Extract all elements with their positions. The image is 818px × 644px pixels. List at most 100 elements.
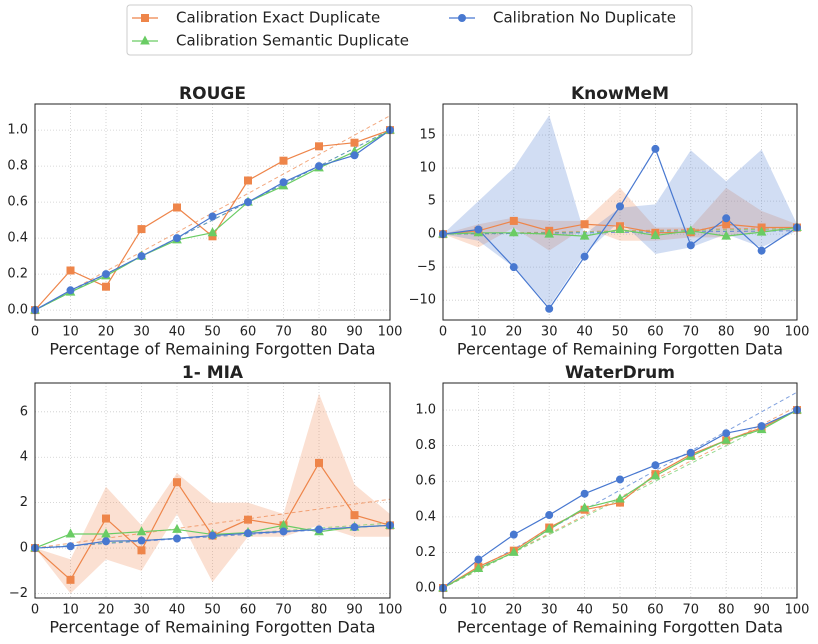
marker	[66, 542, 75, 551]
marker	[544, 523, 555, 533]
y-tick-label: 0	[428, 227, 436, 242]
x-tick-label: 70	[275, 603, 292, 618]
plot-area	[443, 391, 797, 589]
x-tick-label: 30	[541, 325, 558, 340]
marker	[686, 448, 695, 457]
marker	[580, 489, 589, 498]
axes-frame	[34, 103, 391, 321]
legend-label: Calibration No Duplicate	[493, 9, 676, 27]
x-tick-label: 40	[576, 603, 593, 618]
marker	[66, 286, 75, 295]
marker	[315, 525, 323, 534]
marker	[458, 14, 466, 22]
x-tick-label: 30	[133, 603, 150, 618]
y-tick-label: −2	[9, 586, 28, 601]
x-tick-label: 0	[31, 603, 39, 618]
marker	[137, 546, 146, 555]
y-tick-label: 0.8	[415, 438, 436, 453]
x-tick-label: 40	[576, 325, 593, 340]
y-tick-label: 10	[419, 161, 436, 176]
marker	[137, 225, 146, 234]
x-tick-label: 50	[204, 325, 221, 340]
x-tick-label: 20	[98, 325, 115, 340]
marker	[207, 227, 218, 237]
marker	[244, 515, 252, 524]
marker	[509, 216, 518, 225]
marker	[615, 223, 625, 234]
x-tick-label: 80	[311, 603, 328, 618]
marker	[508, 227, 519, 237]
x-tick-label: 20	[506, 603, 523, 618]
legend-label: Calibration Exact Duplicate	[176, 9, 380, 27]
x-tick-label: 100	[378, 603, 403, 618]
x-tick-label: 60	[647, 603, 664, 618]
y-tick-label: 0.0	[7, 303, 28, 318]
x-tick-label: 100	[785, 325, 810, 340]
x-tick-label: 0	[439, 325, 447, 340]
marker	[141, 14, 149, 22]
x-axis-label: Percentage of Remaining Forgotten Data	[49, 618, 375, 637]
x-tick-label: 80	[311, 325, 328, 340]
x-tick-label: 20	[98, 603, 115, 618]
marker	[757, 246, 766, 255]
x-tick-label: 30	[133, 325, 150, 340]
marker	[173, 478, 181, 487]
x-tick-label: 90	[346, 325, 363, 340]
marker	[580, 220, 589, 229]
y-tick-label: 2	[20, 495, 28, 510]
y-tick-label: 1.0	[7, 123, 28, 138]
marker	[721, 230, 732, 240]
chart-title: 1- MIA	[182, 363, 244, 383]
x-tick-label: 10	[62, 603, 79, 618]
error-band	[35, 393, 390, 594]
axes-frame	[442, 103, 798, 321]
axes-frame	[442, 382, 798, 599]
y-tick-label: 0.2	[415, 545, 436, 560]
marker	[650, 229, 661, 239]
marker	[651, 144, 660, 153]
x-tick-label: 10	[470, 325, 487, 340]
marker	[616, 475, 624, 484]
marker	[651, 461, 660, 470]
marker	[545, 511, 554, 520]
y-tick-label: 0.8	[7, 159, 28, 174]
marker	[102, 282, 110, 291]
marker	[756, 226, 767, 236]
x-tick-label: 60	[240, 603, 257, 618]
marker	[508, 546, 519, 556]
x-axis-label: Percentage of Remaining Forgotten Data	[457, 618, 783, 637]
marker	[650, 470, 661, 480]
y-tick-label: −10	[409, 293, 436, 308]
marker	[350, 151, 359, 160]
y-tick-label: 0.4	[415, 509, 436, 524]
x-tick-label: 90	[346, 603, 363, 618]
y-tick-label: 15	[419, 128, 436, 143]
marker	[173, 234, 181, 243]
x-tick-label: 70	[683, 603, 700, 618]
marker	[315, 458, 323, 467]
error-band	[443, 187, 797, 251]
marker	[616, 202, 624, 211]
x-tick-label: 60	[240, 325, 257, 340]
marker	[66, 266, 75, 275]
x-tick-label: 40	[169, 603, 186, 618]
marker	[137, 536, 146, 545]
marker	[757, 422, 766, 431]
marker	[315, 162, 323, 171]
marker	[173, 534, 181, 543]
marker	[509, 530, 518, 539]
marker	[722, 429, 731, 438]
y-tick-label: 0	[20, 541, 28, 556]
x-tick-label: 20	[506, 325, 523, 340]
marker	[544, 228, 555, 238]
marker	[102, 270, 110, 279]
marker	[545, 304, 554, 313]
y-tick-label: 0.6	[7, 195, 28, 210]
plot-area	[443, 115, 797, 310]
y-tick-label: 0.4	[7, 231, 28, 246]
x-tick-label: 10	[62, 325, 79, 340]
chart-title: KnowMeM	[571, 84, 669, 104]
y-tick-label: 4	[20, 450, 28, 465]
x-axis-label: Percentage of Remaining Forgotten Data	[49, 340, 375, 359]
